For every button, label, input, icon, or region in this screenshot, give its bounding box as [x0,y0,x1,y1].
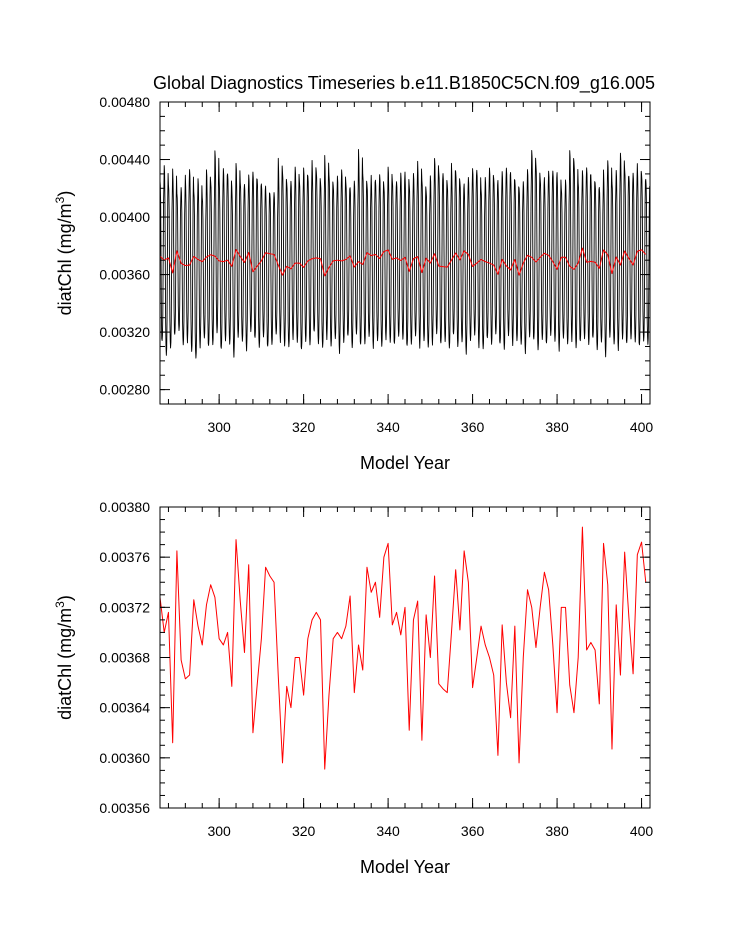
y-tick-label: 0.00320 [99,324,150,340]
y-tick-label: 0.00400 [99,209,150,225]
y-tick-label: 0.00356 [99,800,150,816]
x-tick-label: 360 [461,823,485,839]
x-tick-label: 380 [545,419,569,435]
x-tick-label: 380 [545,823,569,839]
y-tick-label: 0.00372 [99,599,150,615]
y-tick-label: 0.00360 [99,267,150,283]
y-tick-label: 0.00376 [99,549,150,565]
series-line-annual [159,247,647,277]
y-axis-title-superscript: 3 [53,601,67,608]
y-axis-title-main: diatChl (mg/m [55,203,75,315]
plot-frame [159,101,651,405]
x-tick-label: 340 [376,419,400,435]
monthly-timeseries-panel: 0.00280 0.00320 0.00360 0.00400 0.00440 0.004… [53,94,653,473]
y-tick-label: 0.00380 [99,499,150,515]
annual-timeseries-panel: 0.00356 0.00360 0.00364 0.00368 0.00372 0.003… [53,499,653,877]
y-axis-title-main: diatChl (mg/m [55,608,75,720]
x-tick-label: 300 [207,419,231,435]
y-tick-label: 0.00440 [99,152,150,168]
series-line-monthly [159,149,651,359]
series-line-annual [159,526,647,770]
x-tick-label: 320 [292,419,316,435]
x-tick-label: 400 [630,419,654,435]
y-tick-label: 0.00280 [99,382,150,398]
y-tick-label: 0.00364 [99,700,150,716]
x-tick-label: 400 [630,823,654,839]
x-tick-label: 360 [461,419,485,435]
x-tick-label: 340 [376,823,400,839]
y-axis-title-close: ) [55,595,75,601]
y-tick-label: 0.00368 [99,650,150,666]
y-axis-title-close: ) [55,191,75,197]
x-axis-title: Model Year [360,857,450,877]
y-axis-title-superscript: 3 [53,196,67,203]
x-axis-title: Model Year [360,453,450,473]
x-tick-label: 320 [292,823,316,839]
y-axis-title: diatChl (mg/m3) [53,191,75,316]
y-tick-label: 0.00360 [99,750,150,766]
chart-title: Global Diagnostics Timeseries b.e11.B185… [153,73,655,94]
x-tick-label: 300 [207,823,231,839]
y-tick-label: 0.00480 [99,94,150,110]
plot-frame [159,506,651,809]
y-axis-title: diatChl (mg/m3) [53,595,75,720]
